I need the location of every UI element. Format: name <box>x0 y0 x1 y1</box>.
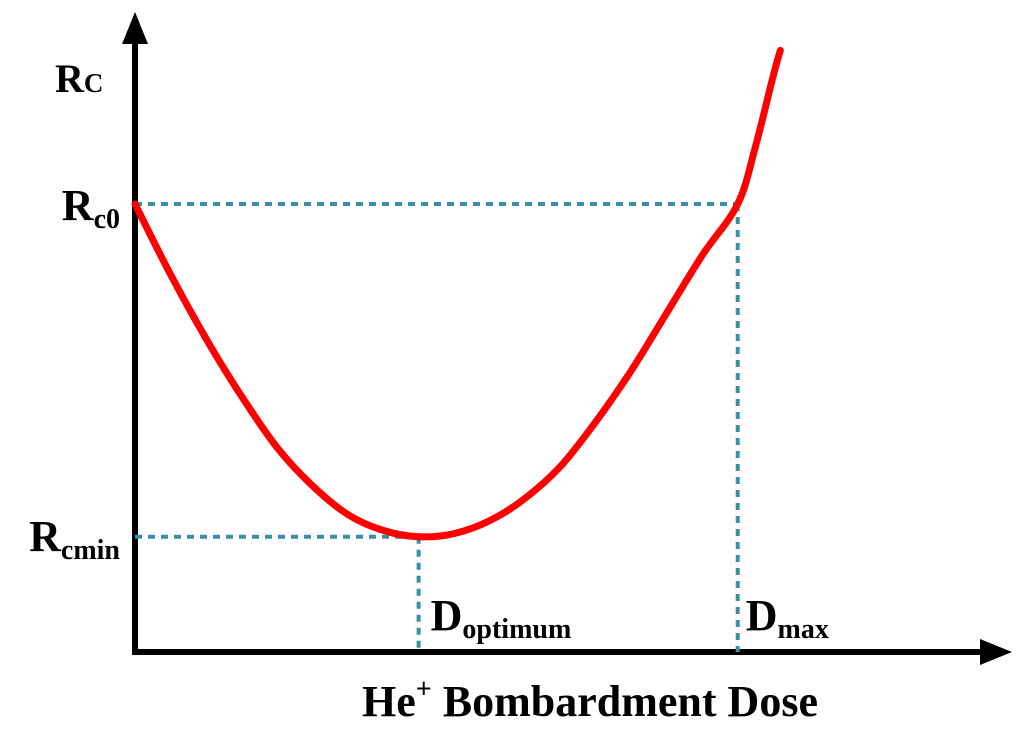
y-axis-label: RC <box>55 56 103 101</box>
y-marker-rc0-label: Rc0 <box>62 181 120 235</box>
x-marker-doptimum-main: D <box>431 591 463 640</box>
x-axis-label-rest: Bombardment Dose <box>432 677 818 726</box>
y-marker-rcmin-sub: cmin <box>61 535 121 566</box>
x-marker-doptimum-label: Doptimum <box>431 591 572 645</box>
x-marker-doptimum-sub: optimum <box>462 614 571 645</box>
x-marker-dmax-label: Dmax <box>746 591 829 645</box>
x-axis-label-main: He <box>362 677 416 726</box>
y-marker-rcmin-main: R <box>29 512 62 561</box>
y-marker-rc0-main: R <box>62 181 95 230</box>
x-marker-dmax-sub: max <box>778 614 829 645</box>
y-axis-arrow <box>122 12 148 44</box>
x-axis-arrow <box>980 639 1012 665</box>
guide-lines <box>135 202 740 652</box>
x-axis-label-sup: + <box>416 674 432 705</box>
y-marker-rc0-sub: c0 <box>94 204 120 235</box>
y-marker-rcmin-label: Rcmin <box>29 512 120 566</box>
series-curve <box>131 46 784 541</box>
y-axis-label-sub: C <box>84 68 104 98</box>
x-marker-dmax-main: D <box>746 591 778 640</box>
x-axis-label: He+ Bombardment Dose <box>362 674 818 726</box>
y-axis-label-main: R <box>55 56 85 101</box>
